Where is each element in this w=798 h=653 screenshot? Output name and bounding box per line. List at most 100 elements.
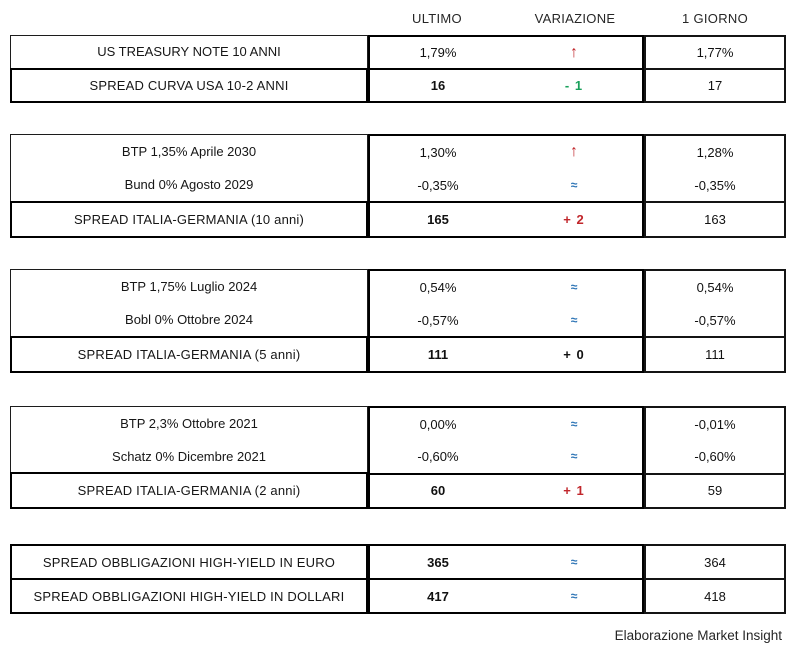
instrument-label-box: US TREASURY NOTE 10 ANNI (10, 35, 368, 68)
instrument-label-box: BTP 1,35% Aprile 2030 Bund 0% Agosto 202… (10, 134, 368, 201)
instrument-label: Schatz 0% Dicembre 2021 (112, 448, 266, 464)
spread-label-box: SPREAD ITALIA-GERMANIA (5 anni) (10, 336, 368, 373)
ultimo-value: 1,30% (419, 144, 457, 160)
ultimo-value: 0,54% (419, 279, 457, 295)
label-column: SPREAD OBBLIGAZIONI HIGH-YIELD IN EURO S… (10, 544, 368, 614)
instrument-label-box: BTP 1,75% Luglio 2024 Bobl 0% Ottobre 20… (10, 269, 368, 336)
spread-row: 16 - 1 (370, 68, 642, 101)
giorno-value: 163 (646, 201, 784, 236)
ultimo-value: 0,00% (419, 416, 457, 432)
variazione-approx-icon: ≈ (570, 178, 578, 192)
ultimo-value: 365 (427, 554, 449, 570)
variazione-up-arrow-icon: ↑ (570, 143, 578, 161)
spread-label: SPREAD ITALIA-GERMANIA (2 anni) (77, 483, 301, 499)
instrument-label: BTP 1,35% Aprile 2030 (121, 144, 257, 159)
instrument-row: -0,57% ≈ (370, 304, 642, 337)
variazione-approx-icon: ≈ (570, 280, 578, 295)
giorno-value: 59 (646, 472, 784, 507)
table-italy-germany-10y: BTP 1,35% Aprile 2030 Bund 0% Agosto 202… (10, 134, 786, 238)
table-high-yield-spreads: SPREAD OBBLIGAZIONI HIGH-YIELD IN EURO S… (10, 544, 786, 614)
table-italy-germany-2y: BTP 2,3% Ottobre 2021 Schatz 0% Dicembre… (10, 406, 786, 509)
label-column: US TREASURY NOTE 10 ANNI SPREAD CURVA US… (10, 35, 368, 103)
ultimo-value: 16 (430, 78, 446, 93)
giorno-value: 1,28% (696, 144, 734, 160)
ultimo-value: 111 (427, 347, 449, 363)
spread-label-box: SPREAD OBBLIGAZIONI HIGH-YIELD IN DOLLAR… (10, 578, 368, 614)
giorno-value: -0,60% (694, 448, 736, 464)
giorno-box: 1,77% 17 (644, 35, 786, 103)
variazione-change-value: + 1 (563, 483, 585, 499)
spread-row: 417 ≈ (370, 578, 642, 612)
giorno-value: -0,57% (694, 312, 736, 328)
table-italy-germany-5y: BTP 1,75% Luglio 2024 Bobl 0% Ottobre 20… (10, 269, 786, 373)
giorno-value: 1,77% (696, 45, 734, 60)
ultimo-value: 1,79% (419, 45, 457, 60)
instrument-row: -0,60% ≈ (370, 440, 642, 472)
instrument-label: BTP 2,3% Ottobre 2021 (120, 415, 258, 431)
instrument-row: 0,00% ≈ (370, 408, 642, 440)
variazione-change-value: + 0 (563, 347, 585, 363)
spread-row: 111 + 0 (370, 336, 642, 371)
giorno-value: 17 (646, 68, 784, 101)
instrument-row: 1,30% ↑ (370, 136, 642, 169)
variazione-change-value: - 1 (564, 78, 584, 93)
ultimo-variazione-box: 365 ≈ 417 ≈ (368, 544, 644, 614)
instrument-row: -0,35% ≈ (370, 169, 642, 202)
ultimo-value: -0,60% (417, 448, 459, 464)
giorno-box: 1,28% -0,35% 163 (644, 134, 786, 238)
instrument-label: US TREASURY NOTE 10 ANNI (97, 44, 281, 60)
ultimo-variazione-box: 0,54% ≈ -0,57% ≈ 111 + 0 (368, 269, 644, 373)
variazione-approx-icon: ≈ (570, 417, 578, 432)
spread-label: SPREAD OBBLIGAZIONI HIGH-YIELD IN DOLLAR… (33, 588, 345, 604)
giorno-value: 364 (704, 554, 726, 570)
ultimo-variazione-box: 1,30% ↑ -0,35% ≈ 165 + 2 (368, 134, 644, 238)
label-column: BTP 2,3% Ottobre 2021 Schatz 0% Dicembre… (10, 406, 368, 509)
ultimo-value: -0,35% (417, 177, 459, 193)
spread-row: 165 + 2 (370, 201, 642, 236)
spread-label: SPREAD ITALIA-GERMANIA (5 anni) (77, 347, 301, 362)
variazione-change-value: + 2 (563, 212, 585, 228)
spread-label-box: SPREAD ITALIA-GERMANIA (2 anni) (10, 472, 368, 509)
variazione-up-arrow-icon: ↑ (570, 43, 578, 61)
giorno-value: -0,01% (694, 416, 736, 432)
instrument-row: 0,54% ≈ (370, 271, 642, 304)
table-us-treasury: US TREASURY NOTE 10 ANNI SPREAD CURVA US… (10, 35, 786, 103)
giorno-box: -0,01% -0,60% 59 (644, 406, 786, 509)
variazione-approx-icon: ≈ (570, 449, 578, 464)
ultimo-variazione-box: 0,00% ≈ -0,60% ≈ 60 + 1 (368, 406, 644, 509)
instrument-label: Bund 0% Agosto 2029 (124, 177, 254, 192)
spread-label-box: SPREAD ITALIA-GERMANIA (10 anni) (10, 201, 368, 238)
variazione-approx-icon: ≈ (570, 589, 578, 603)
instrument-label: Bobl 0% Ottobre 2024 (125, 312, 253, 327)
giorno-value: 0,54% (696, 279, 734, 295)
spread-label-box: SPREAD OBBLIGAZIONI HIGH-YIELD IN EURO (10, 544, 368, 578)
spread-label: SPREAD OBBLIGAZIONI HIGH-YIELD IN EURO (42, 554, 336, 570)
column-header-ultimo: ULTIMO (412, 10, 462, 26)
ultimo-variazione-box: 1,79% ↑ 16 - 1 (368, 35, 644, 103)
giorno-box: 364 418 (644, 544, 786, 614)
ultimo-value: -0,57% (417, 312, 459, 328)
giorno-value: 418 (646, 578, 784, 612)
spread-row: 60 + 1 (370, 472, 642, 507)
ultimo-value: 417 (427, 588, 449, 604)
ultimo-value: 165 (427, 212, 449, 228)
giorno-value: 111 (646, 336, 784, 371)
spread-label: SPREAD CURVA USA 10-2 ANNI (89, 77, 289, 93)
spread-label-box: SPREAD CURVA USA 10-2 ANNI (10, 67, 368, 103)
giorno-value: -0,35% (694, 177, 736, 193)
label-column: BTP 1,75% Luglio 2024 Bobl 0% Ottobre 20… (10, 269, 368, 373)
instrument-row: 1,79% ↑ (370, 37, 642, 68)
spread-row: 365 ≈ (370, 546, 642, 578)
column-header-variazione: VARIAZIONE (534, 10, 616, 26)
instrument-label: BTP 1,75% Luglio 2024 (120, 279, 258, 294)
ultimo-value: 60 (430, 483, 446, 499)
spread-label: SPREAD ITALIA-GERMANIA (10 anni) (73, 212, 305, 227)
label-column: BTP 1,35% Aprile 2030 Bund 0% Agosto 202… (10, 134, 368, 238)
giorno-box: 0,54% -0,57% 111 (644, 269, 786, 373)
column-header-1-giorno: 1 GIORNO (682, 10, 748, 26)
credit-text: Elaborazione Market Insight (614, 628, 782, 643)
variazione-approx-icon: ≈ (570, 555, 578, 569)
column-header-row: ULTIMO VARIAZIONE 1 GIORNO (368, 6, 786, 30)
instrument-label-box: BTP 2,3% Ottobre 2021 Schatz 0% Dicembre… (10, 406, 368, 473)
